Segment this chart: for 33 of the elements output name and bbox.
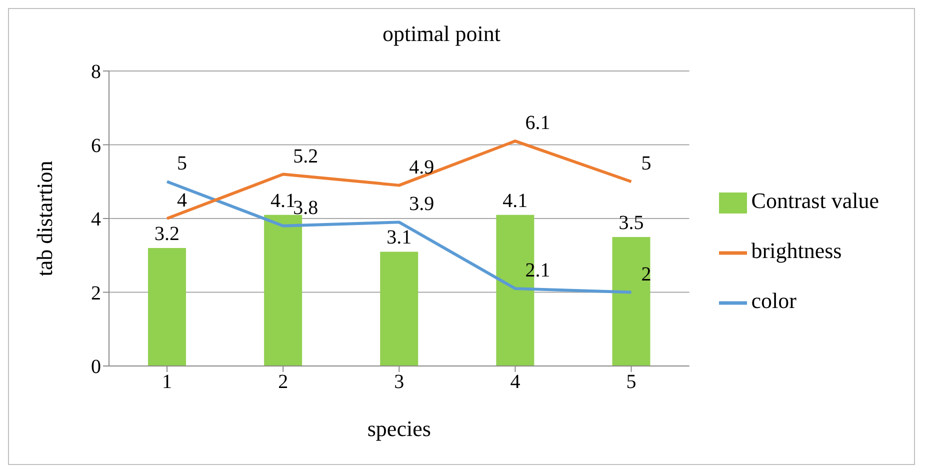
x-tick-label: 3 bbox=[394, 371, 404, 394]
bar bbox=[612, 236, 650, 366]
legend-label: brightness bbox=[751, 238, 842, 263]
data-label: 3.5 bbox=[618, 212, 644, 234]
y-tick-label: 0 bbox=[91, 356, 101, 378]
data-label: 4.1 bbox=[502, 190, 528, 212]
data-label: 4 bbox=[177, 190, 188, 212]
bar bbox=[264, 214, 302, 366]
bar bbox=[148, 248, 186, 366]
x-tick-label: 4 bbox=[510, 371, 520, 394]
legend-label: Contrast value bbox=[751, 188, 879, 213]
y-tick-label: 6 bbox=[91, 134, 101, 157]
data-label: 6.1 bbox=[525, 112, 550, 134]
bar bbox=[380, 252, 418, 366]
data-label: 5 bbox=[641, 152, 652, 175]
data-label: 5.2 bbox=[293, 145, 318, 168]
x-tick-label: 2 bbox=[278, 371, 288, 394]
y-axis-title: tab distartion bbox=[32, 160, 57, 276]
legend-label: color bbox=[751, 288, 796, 313]
y-tick-label: 2 bbox=[91, 282, 101, 304]
y-tick-label: 4 bbox=[91, 208, 101, 231]
data-label: 3.2 bbox=[154, 223, 180, 245]
data-label: 5 bbox=[177, 152, 188, 175]
data-label: 3.9 bbox=[409, 193, 434, 216]
y-tick-label: 8 bbox=[91, 61, 101, 84]
x-axis-title: species bbox=[367, 416, 431, 441]
data-label: 3.8 bbox=[293, 196, 318, 219]
chart-title: optimal point bbox=[382, 20, 502, 48]
x-tick-label: 5 bbox=[626, 371, 636, 394]
data-label: 3.1 bbox=[386, 226, 412, 249]
data-label: 4.9 bbox=[409, 156, 434, 178]
x-tick-label: 1 bbox=[162, 371, 172, 394]
data-label: 2 bbox=[641, 263, 652, 286]
